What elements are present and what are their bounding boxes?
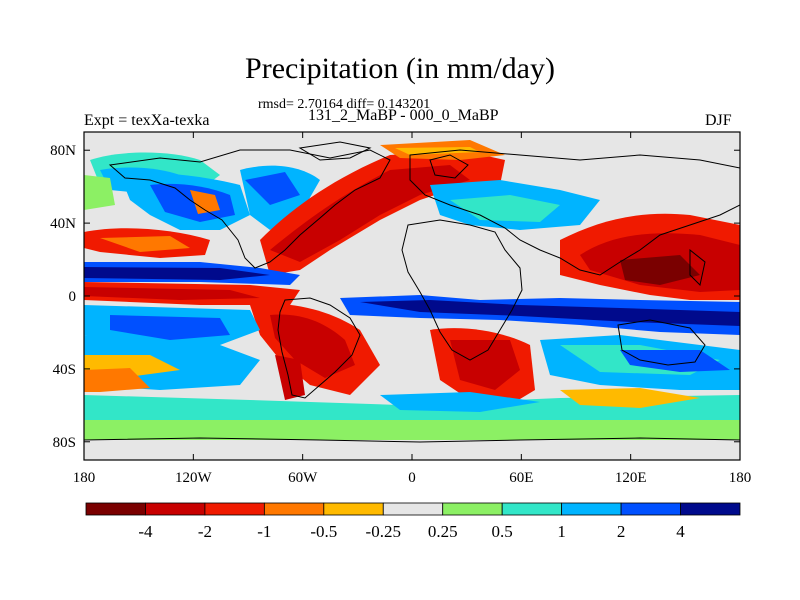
colorbar-label: 1 (557, 522, 566, 541)
colorbar-label: -4 (138, 522, 153, 541)
colorbar: -4 -2 -1 -0.5 -0.25 0.25 0.5 1 2 4 (85, 502, 741, 541)
lon-tick-label: 120W (175, 470, 213, 486)
lat-tick-label: 80S (53, 435, 76, 451)
lat-tick-label: 0 (69, 289, 77, 305)
colorbar-label: -0.5 (310, 522, 337, 541)
lon-tick-label: 60E (509, 470, 533, 486)
lon-tick-label: 180 (73, 470, 96, 486)
right-subtitle: DJF (705, 112, 732, 129)
lon-tick-label: 120E (615, 470, 647, 486)
coastlines (84, 141, 740, 443)
longitude-axis: 180 120W 60W 0 60E 120E 180 (73, 132, 752, 486)
colorbar-label: -2 (198, 522, 212, 541)
colorbar-label: 0.25 (428, 522, 458, 541)
colorbar-swatch (145, 502, 206, 516)
map-field (84, 132, 740, 460)
latitude-axis: 80N 40N 0 40S 80S (50, 143, 740, 451)
colorbar-swatch (680, 502, 741, 516)
plot-title: Precipitation (in mm/day) (245, 52, 555, 85)
colorbar-label: 4 (676, 522, 685, 541)
lon-tick-label: 180 (729, 470, 752, 486)
colorbar-swatch (263, 502, 325, 516)
colorbar-swatch (620, 502, 681, 516)
lon-tick-label: 60W (288, 470, 318, 486)
rmsd-text: rmsd= 2.70164 diff= 0.143201 (258, 97, 431, 112)
colorbar-swatch (204, 502, 265, 516)
colorbar-swatch (561, 502, 622, 516)
lat-tick-label: 40S (53, 362, 76, 378)
colorbar-label: -0.25 (366, 522, 401, 541)
colorbar-label: 2 (617, 522, 626, 541)
lat-tick-label: 80N (50, 143, 76, 159)
colorbar-swatch (382, 502, 444, 516)
left-subtitle: Expt = texXa-texka (84, 112, 210, 129)
colorbar-label: 0.5 (492, 522, 513, 541)
colorbar-swatch (323, 502, 384, 516)
colorbar-swatch (442, 502, 503, 516)
colorbar-swatch (85, 502, 146, 516)
lon-tick-label: 0 (408, 470, 416, 486)
center-subtitle: 131_2_MaBP - 000_0_MaBP (308, 107, 499, 124)
colorbar-label: -1 (257, 522, 271, 541)
lat-tick-label: 40N (50, 216, 76, 232)
colorbar-swatch (501, 502, 563, 516)
